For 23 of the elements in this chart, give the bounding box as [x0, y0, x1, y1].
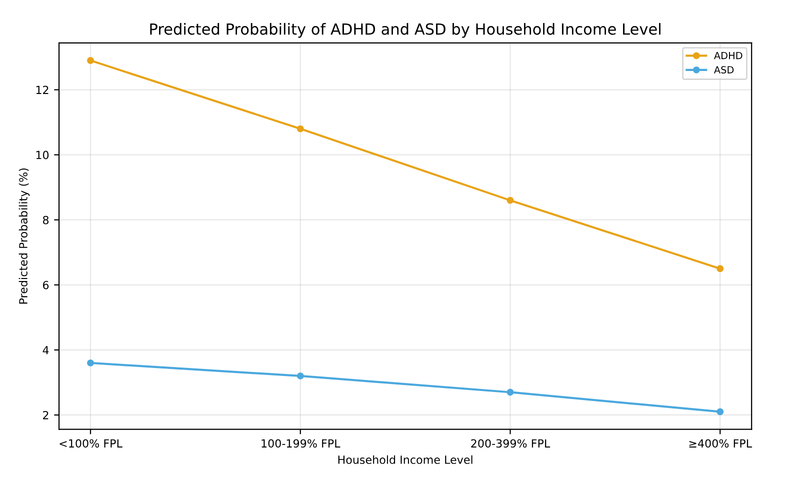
legend-label: ASD [714, 66, 734, 74]
y-tick-label: 4 [42, 346, 49, 354]
y-tick-label: 12 [36, 86, 48, 94]
point [716, 408, 724, 416]
point [296, 372, 304, 380]
y-tick-label: 2 [43, 410, 48, 420]
y-tick-label: 6 [43, 280, 49, 290]
x-tick-label: 200-399% FPL [471, 439, 550, 448]
point [716, 265, 724, 272]
y-tick-label: 8 [42, 216, 49, 224]
legend-label: ADHD [714, 52, 742, 60]
point [506, 196, 514, 204]
x-tick-label: ≥400% FPL [689, 439, 752, 448]
chart-title: Predicted Probability of ADHD and ASD by Household Income Level [150, 22, 660, 38]
point [296, 125, 304, 132]
x-tick-label: 100-199% FPL [262, 439, 340, 448]
point [87, 359, 94, 366]
y-axis-title: Predicted Probability (%) [18, 168, 30, 304]
x-tick-label: <100% FPL [60, 439, 122, 448]
x-axis-title: Household Income Level [338, 455, 472, 464]
y-tick-label: 10 [36, 150, 49, 160]
point [87, 57, 94, 64]
point [506, 388, 514, 396]
